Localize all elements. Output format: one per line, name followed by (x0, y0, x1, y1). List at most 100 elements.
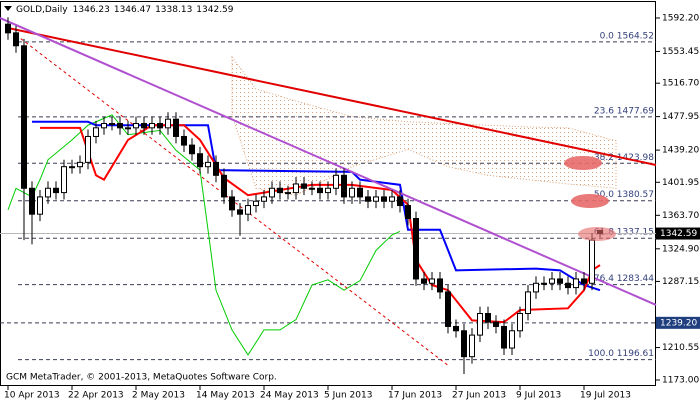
candle-body (101, 123, 107, 129)
x-tick-label: 5 Jun 2013 (324, 391, 372, 401)
candle-body (357, 187, 363, 198)
candle-body (77, 161, 83, 168)
candle-body (493, 321, 499, 327)
y-tick-label: 1173.00 (662, 375, 699, 385)
candle-body (285, 192, 291, 195)
candle-body (5, 23, 11, 34)
candle-body (341, 174, 347, 198)
candle-body (485, 313, 491, 323)
candle-body (213, 161, 219, 176)
candle-body (253, 200, 259, 207)
candle-body (373, 196, 379, 202)
y-tick-label: 1363.70 (662, 211, 699, 221)
candle-body (453, 325, 459, 332)
candle-body (141, 123, 147, 129)
candle-body (37, 196, 43, 215)
highlight-ellipse (571, 194, 609, 208)
candle-body (133, 123, 139, 129)
highlight-ellipse (578, 227, 616, 241)
candle-body (53, 187, 59, 194)
indicator-line (7, 114, 401, 356)
candle-body (421, 278, 427, 284)
y-tick-label: 1592.20 (662, 13, 699, 23)
candle-body (477, 313, 483, 336)
symbol: GOLD,Daily (16, 5, 68, 15)
x-tick-label: 17 Jun 2013 (388, 391, 442, 401)
chart-header: GOLD,Daily 1346.23 1346.47 1338.13 1342.59 (16, 5, 234, 15)
candle-body (405, 205, 411, 220)
candle-body (565, 282, 571, 289)
candle-body (333, 174, 339, 189)
x-tick-label: 2 May 2013 (132, 391, 185, 401)
candle-body (413, 218, 419, 280)
y-tick-label: 1324.90 (662, 244, 699, 254)
candle-body (525, 291, 531, 315)
fib-label: 100.0 1196.61 (588, 349, 654, 359)
candle-body (245, 205, 251, 215)
candle-body (365, 196, 371, 202)
current-price-label: 1342.59 (660, 229, 697, 239)
candle-body (429, 278, 435, 284)
fib-label: 0.0 1564.52 (600, 31, 654, 41)
candle-body (197, 153, 203, 168)
candle-body (541, 282, 547, 285)
x-tick-label: 19 Jul 2013 (580, 391, 631, 401)
x-tick-label: 10 Apr 2013 (4, 391, 60, 401)
last-close: 1342.59 (196, 5, 233, 15)
x-tick-label: 9 Jul 2013 (516, 391, 561, 401)
y-tick-label: 1516.70 (662, 79, 699, 89)
candle-body (309, 187, 315, 190)
y-tick-label: 1287.15 (662, 277, 699, 287)
x-tick-label: 22 Apr 2013 (68, 391, 124, 401)
x-tick-label: 27 Jun 2013 (452, 391, 506, 401)
x-tick-label: 14 May 2013 (196, 391, 255, 401)
fib-label: 61.8 1337.15 (594, 228, 654, 238)
candle-body (261, 196, 267, 202)
footer: GCM MetaTrader, © 2001-2013, MetaQuotes … (6, 373, 277, 383)
candle-body (381, 196, 387, 202)
candle-body (165, 118, 171, 129)
candle-body (205, 161, 211, 168)
candle-body (277, 187, 283, 194)
y-tick-label: 1401.95 (662, 178, 699, 188)
candle-body (229, 196, 235, 211)
candle-body (13, 32, 19, 47)
candle-body (397, 196, 403, 207)
candle-body (93, 127, 99, 137)
candle-body (325, 187, 331, 194)
candle-body (21, 45, 27, 189)
x-tick-label: 24 May 2013 (260, 391, 319, 401)
y-tick-label: 1477.95 (662, 112, 699, 122)
price-level-label: 1239.20 (660, 318, 697, 328)
candle-body (85, 135, 91, 163)
candle-body (61, 166, 67, 194)
candle-body (317, 187, 323, 194)
fib-label: 23.6 1477.69 (594, 106, 654, 116)
trend-line (7, 27, 657, 166)
candle-body (445, 291, 451, 327)
candle-body (557, 278, 563, 284)
menu-triangle[interactable] (4, 6, 12, 11)
y-tick-label: 1553.45 (662, 47, 699, 57)
current-price-box (656, 227, 700, 240)
fib-label: 76.4 1283.44 (594, 274, 654, 284)
candle-body (125, 127, 131, 130)
candle-body (533, 282, 539, 293)
candle-body (189, 144, 195, 155)
candle-body (29, 187, 35, 215)
candle-body (549, 278, 555, 284)
candle-body (157, 123, 163, 129)
candle-body (349, 187, 355, 198)
y-tick-label: 1210.55 (662, 343, 699, 353)
candle-body (509, 330, 515, 349)
candle-body (237, 209, 243, 215)
candle-body (301, 183, 307, 189)
candle-body (461, 330, 467, 358)
candle-body (149, 123, 155, 129)
candle-body (573, 278, 579, 289)
candle-body (437, 278, 443, 293)
candle-body (181, 135, 187, 146)
candle-body (293, 183, 299, 194)
candle-body (69, 166, 75, 169)
last-high: 1346.47 (114, 5, 151, 15)
